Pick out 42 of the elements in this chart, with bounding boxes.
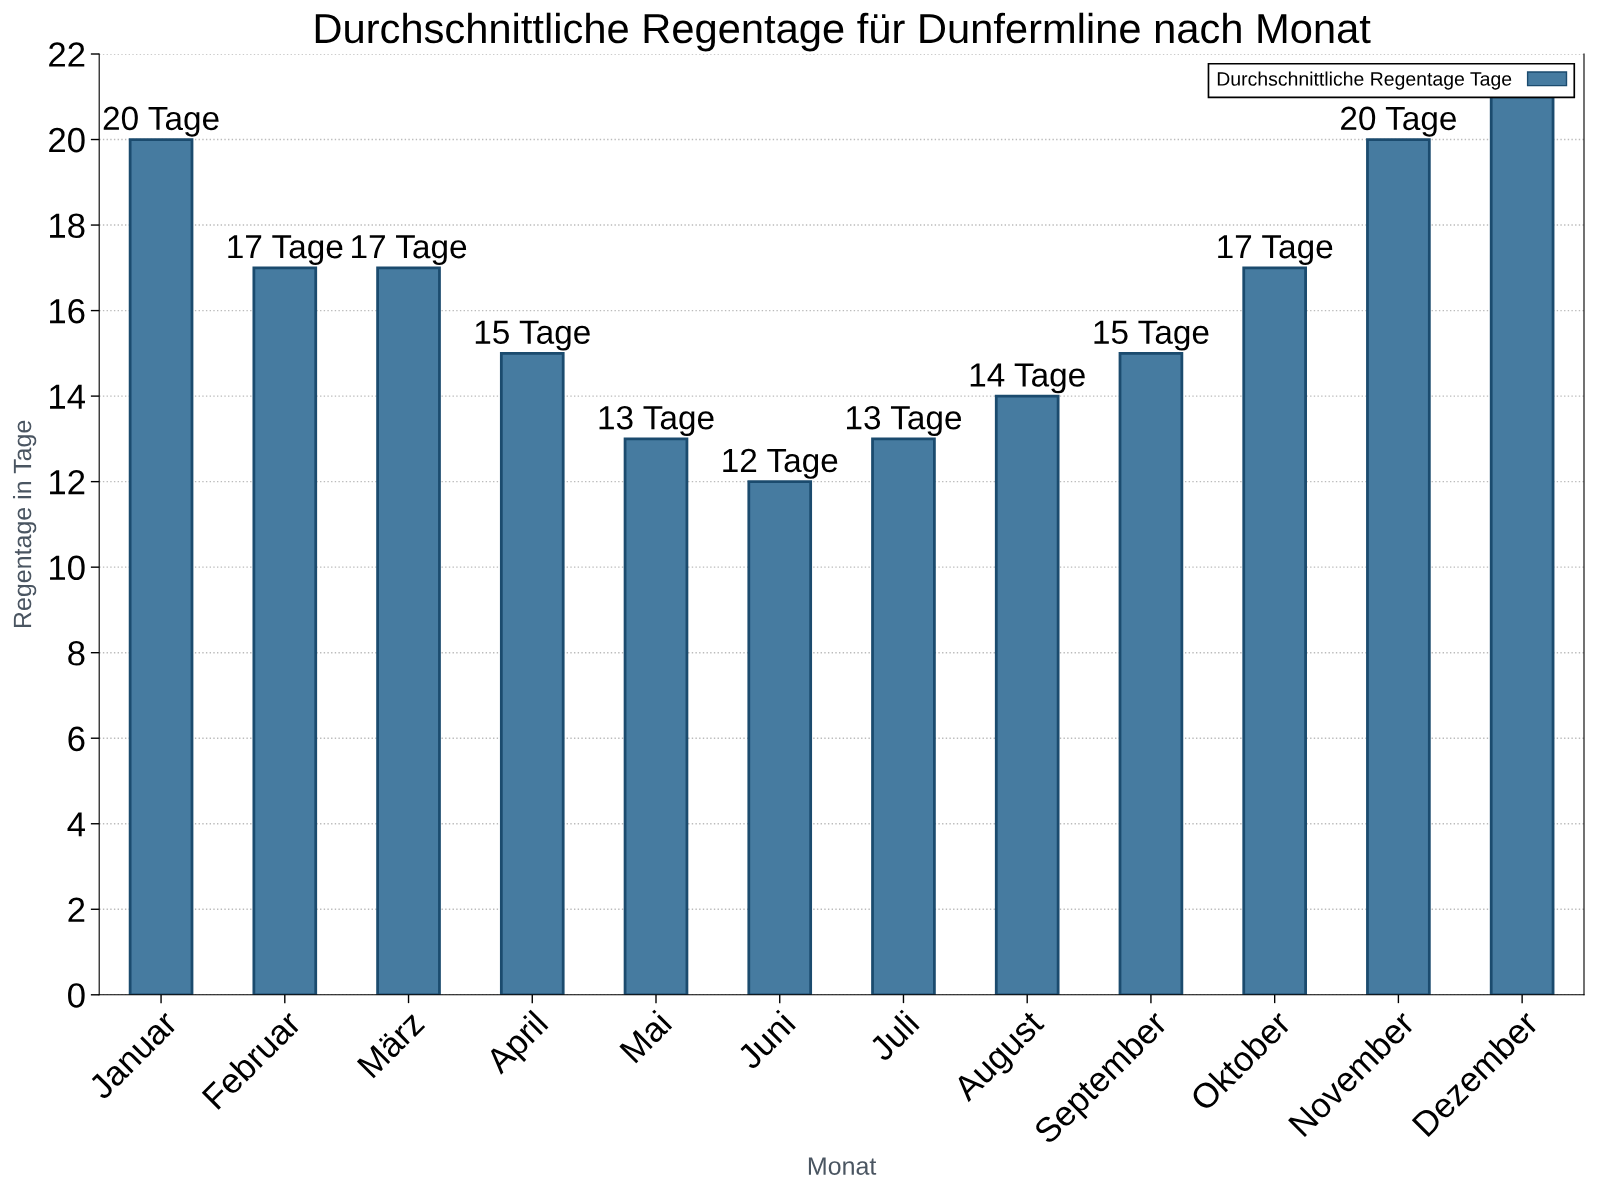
y-tick-label: 6 xyxy=(68,726,85,752)
data-label: 17 Tage xyxy=(352,235,467,266)
y-tick-label: 12 xyxy=(50,469,85,495)
bar xyxy=(623,437,689,995)
data-label: 17 Tage xyxy=(228,235,343,266)
y-tick-label: 18 xyxy=(50,213,85,238)
x-tick-label: Mai xyxy=(618,1009,673,1064)
bar xyxy=(1242,266,1307,995)
x-tick-label: Juni xyxy=(735,1009,797,1071)
y-axis-title: Regentage in Tage xyxy=(12,420,37,628)
bar xyxy=(1489,95,1555,995)
data-label: 15 Tage xyxy=(1094,320,1209,351)
data-label: 20 Tage xyxy=(103,106,219,137)
y-tick-label: 16 xyxy=(50,298,85,324)
y-tick-label: 2 xyxy=(68,897,85,922)
data-label: 14 Tage xyxy=(970,363,1085,394)
y-tick-label: 10 xyxy=(50,555,85,581)
y-tick-label: 8 xyxy=(68,641,85,666)
bar xyxy=(747,480,813,995)
x-axis-title: Monat xyxy=(808,1157,877,1175)
data-label: 13 Tage xyxy=(847,405,961,437)
data-label: 13 Tage xyxy=(599,405,714,437)
bar xyxy=(1118,351,1184,995)
data-label: 15 Tage xyxy=(475,320,590,351)
bar xyxy=(871,437,936,995)
data-label: 20 Tage xyxy=(1341,106,1456,137)
y-tick-label: 20 xyxy=(49,127,85,153)
chart-title: Durchschnittliche Regentage für Dunfermline nach Monat xyxy=(315,12,1371,52)
bar xyxy=(252,266,318,995)
y-tick-label: 22 xyxy=(49,42,85,67)
bar xyxy=(499,351,565,995)
data-label: 17 Tage xyxy=(1218,235,1333,266)
bar xyxy=(1366,138,1431,995)
data-label: 12 Tage xyxy=(723,448,838,479)
bar xyxy=(376,266,441,995)
legend-label: Durchschnittliche Regentage Tage xyxy=(1217,71,1512,90)
x-tick-label: Juli xyxy=(867,1009,920,1063)
y-tick-label: 4 xyxy=(67,812,85,837)
bar xyxy=(994,394,1060,995)
y-tick-label: 0 xyxy=(68,983,85,1008)
bar xyxy=(128,138,194,995)
y-tick-label: 14 xyxy=(50,384,85,409)
